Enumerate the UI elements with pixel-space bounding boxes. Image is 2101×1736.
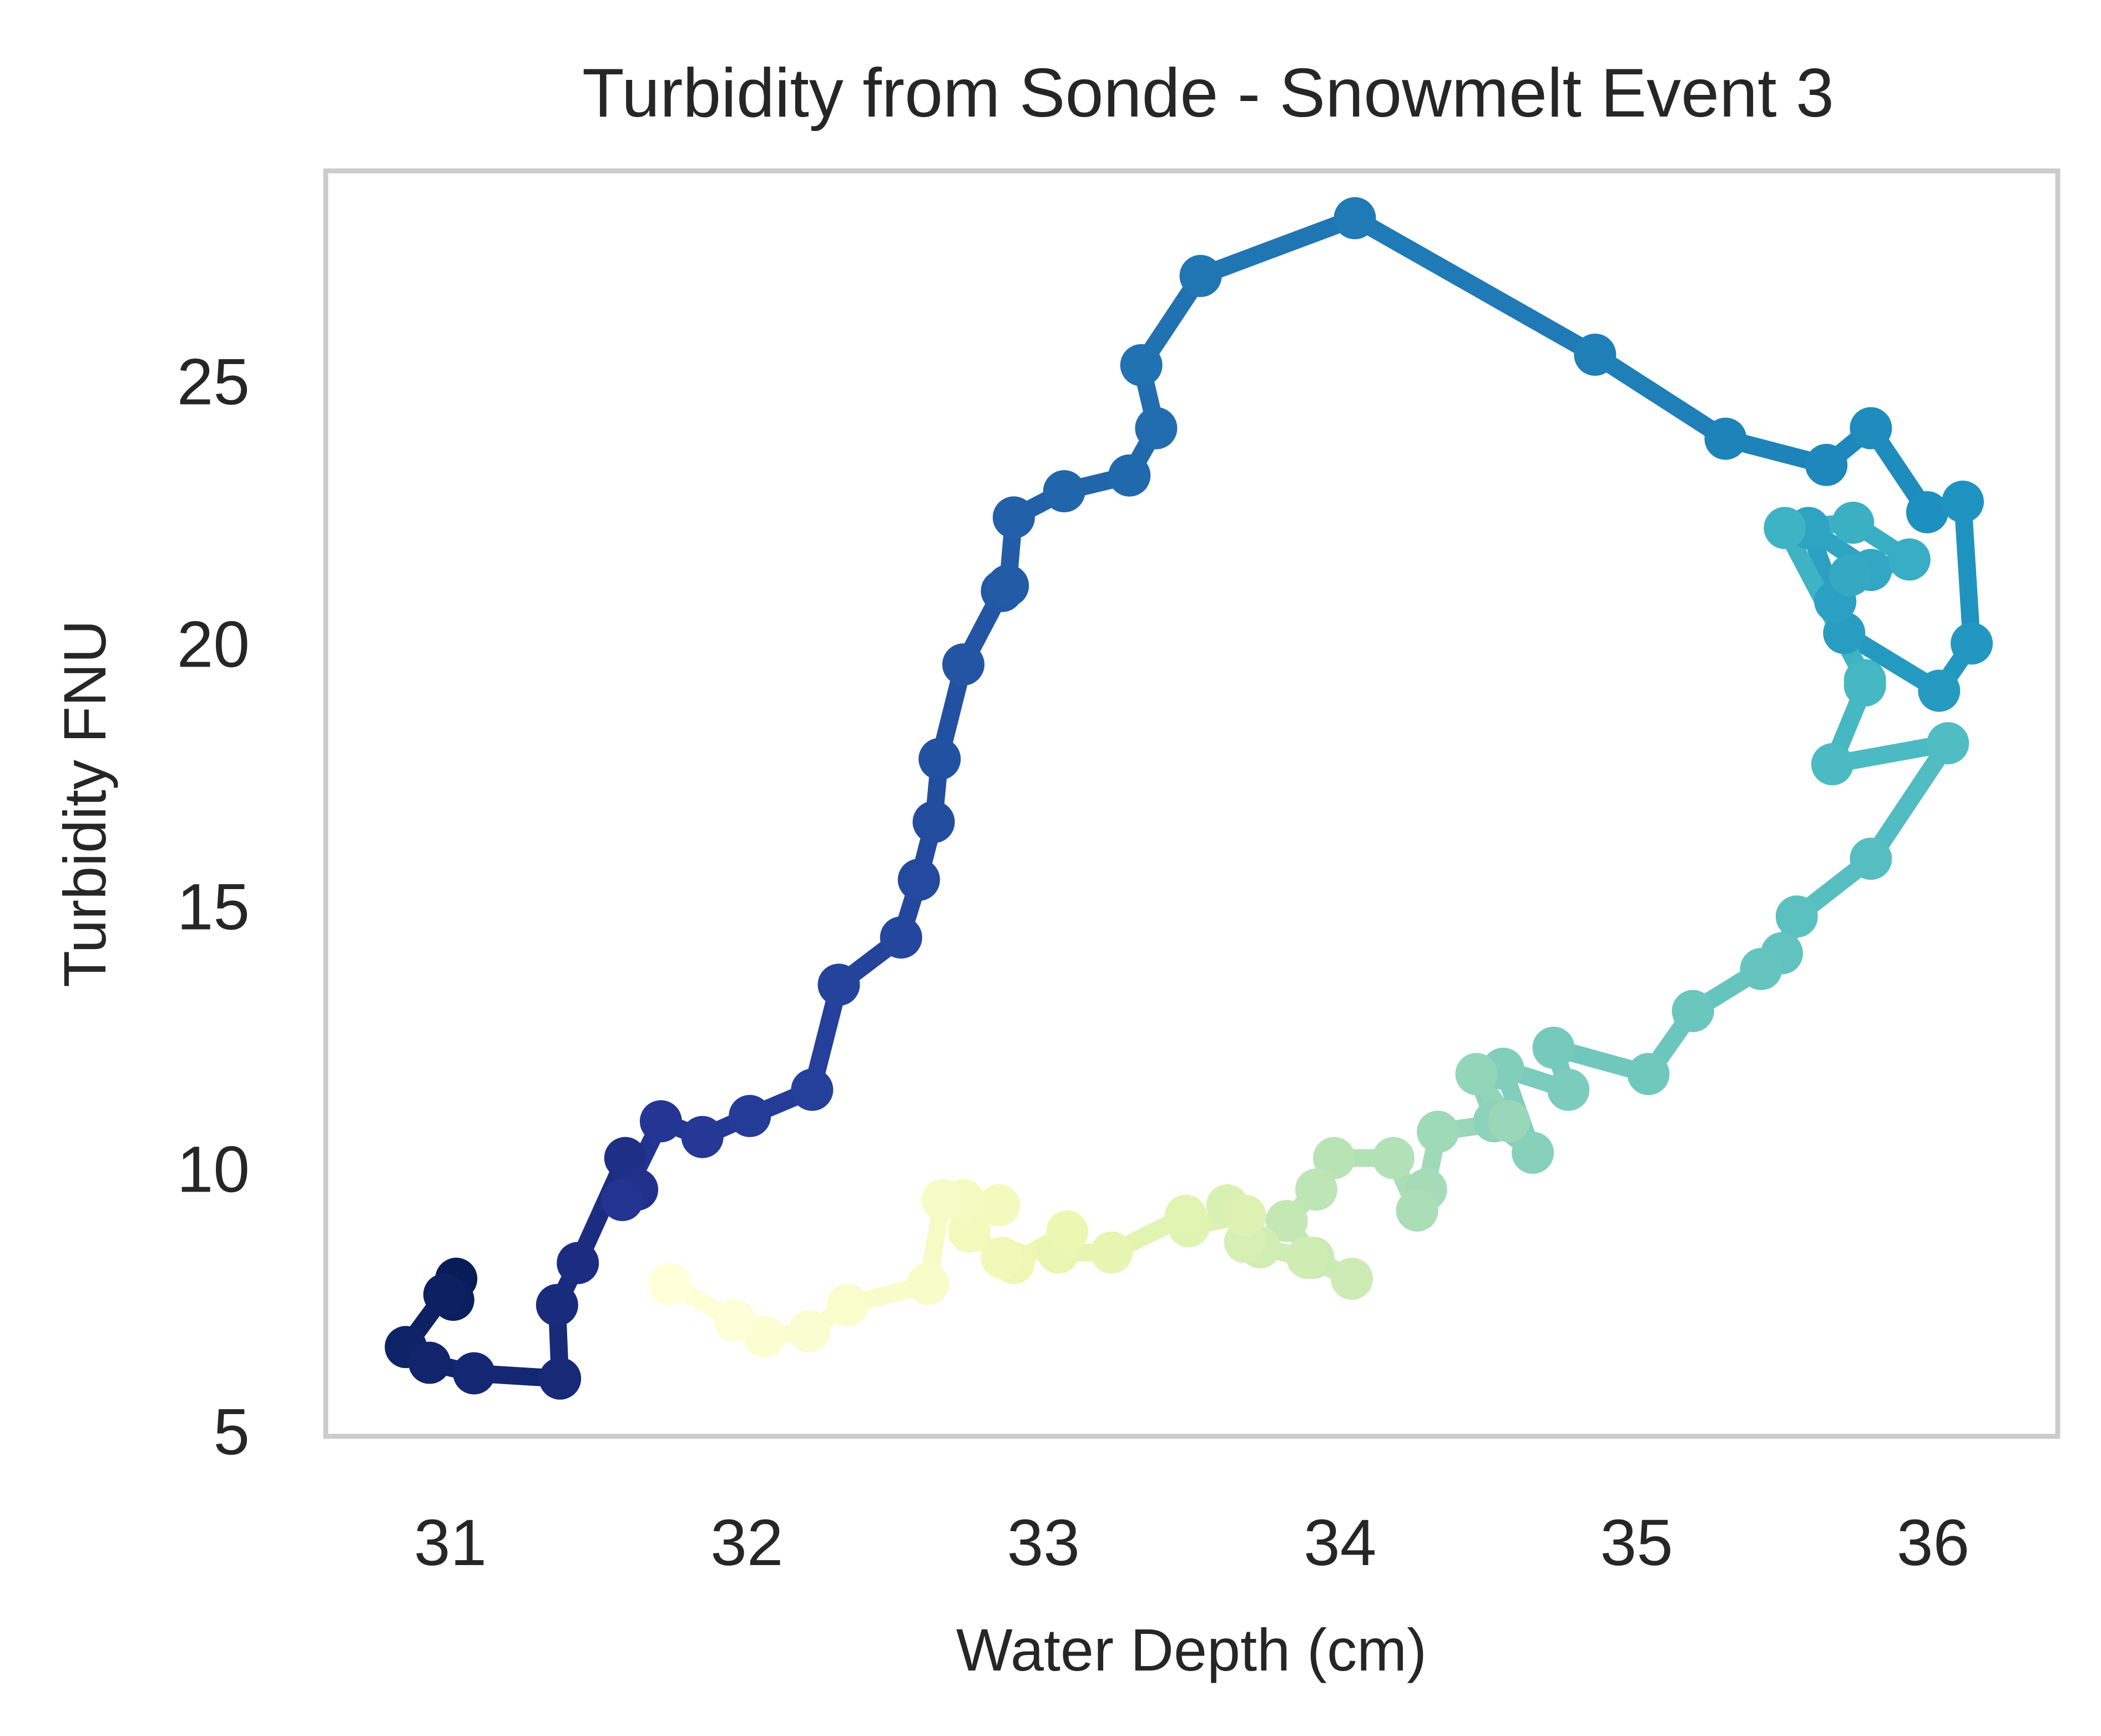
data-point bbox=[978, 1184, 1021, 1227]
data-point bbox=[1704, 417, 1747, 460]
data-point bbox=[1532, 1026, 1575, 1069]
x-tick-label: 33 bbox=[1007, 1506, 1080, 1579]
series-segment bbox=[1862, 734, 1957, 868]
data-point bbox=[906, 1263, 949, 1305]
data-point bbox=[1313, 1137, 1356, 1179]
data-point bbox=[1844, 664, 1886, 707]
data-point bbox=[1043, 470, 1085, 513]
x-tick-label: 35 bbox=[1600, 1506, 1673, 1579]
y-tick-label: 15 bbox=[177, 870, 250, 943]
data-point bbox=[1286, 1237, 1329, 1279]
data-point bbox=[557, 1242, 599, 1284]
data-point bbox=[536, 1284, 578, 1326]
data-point bbox=[1120, 344, 1163, 387]
data-point bbox=[1135, 407, 1178, 450]
data-point bbox=[1671, 990, 1714, 1032]
data-point bbox=[1417, 1111, 1459, 1153]
data-point bbox=[918, 738, 961, 780]
data-point bbox=[1265, 1200, 1308, 1243]
y-tick-label: 5 bbox=[213, 1396, 250, 1469]
data-point bbox=[1906, 491, 1948, 533]
x-tick-label: 31 bbox=[414, 1506, 487, 1579]
data-point bbox=[1396, 1189, 1438, 1232]
data-point bbox=[1108, 454, 1151, 497]
data-point bbox=[1805, 443, 1848, 486]
series-segment bbox=[1191, 209, 1364, 285]
data-point bbox=[1850, 407, 1892, 450]
data-point bbox=[1740, 948, 1782, 991]
data-point bbox=[714, 1299, 756, 1342]
y-tick-label: 20 bbox=[177, 608, 250, 681]
series-segment bbox=[1346, 209, 1604, 364]
data-point bbox=[1331, 1258, 1373, 1300]
data-point bbox=[453, 1352, 496, 1395]
x-tick-label: 32 bbox=[710, 1506, 783, 1579]
chart-title: Turbidity from Sonde - Snowmelt Event 3 bbox=[582, 55, 1834, 132]
data-point bbox=[1829, 554, 1871, 597]
data-point bbox=[1927, 722, 1969, 765]
data-point bbox=[880, 916, 922, 959]
data-point bbox=[1090, 1231, 1133, 1274]
data-point bbox=[1764, 507, 1806, 549]
x-tick-label: 34 bbox=[1304, 1506, 1376, 1579]
plot-area bbox=[385, 197, 1993, 1400]
data-point bbox=[1488, 1100, 1531, 1143]
data-point bbox=[1941, 481, 1984, 523]
data-point bbox=[1179, 255, 1222, 297]
data-point bbox=[826, 1284, 869, 1326]
data-point bbox=[912, 801, 955, 844]
data-point bbox=[1951, 622, 1993, 665]
data-point bbox=[1627, 1053, 1670, 1096]
data-point bbox=[539, 1357, 582, 1400]
data-point bbox=[921, 1179, 964, 1222]
series-segment bbox=[1586, 346, 1735, 448]
data-point bbox=[639, 1100, 682, 1143]
data-point bbox=[992, 496, 1035, 539]
data-point bbox=[791, 1068, 834, 1111]
data-point bbox=[817, 963, 860, 1006]
data-point bbox=[601, 1179, 644, 1222]
data-point bbox=[1888, 538, 1931, 581]
data-point bbox=[408, 1341, 451, 1384]
data-point bbox=[1574, 334, 1617, 376]
data-point bbox=[1224, 1194, 1266, 1237]
data-point bbox=[681, 1116, 724, 1158]
data-point bbox=[1547, 1068, 1590, 1111]
data-point bbox=[1811, 743, 1853, 786]
data-point bbox=[1372, 1137, 1415, 1179]
y-tick-label: 25 bbox=[177, 345, 250, 418]
data-point bbox=[981, 1237, 1023, 1279]
data-point bbox=[897, 859, 940, 901]
data-point bbox=[1455, 1053, 1498, 1096]
y-axis-label: Turbidity FNU bbox=[51, 620, 118, 987]
data-point bbox=[1164, 1194, 1207, 1237]
data-point bbox=[1832, 501, 1875, 544]
series-segment bbox=[1953, 493, 1981, 653]
plot-frame bbox=[323, 168, 2060, 1439]
data-point bbox=[948, 1210, 991, 1253]
data-point bbox=[1850, 837, 1892, 880]
data-point bbox=[1918, 669, 1961, 712]
y-axis-ticks: 5 10 15 20 25 bbox=[177, 345, 250, 1468]
x-axis-label: Water Depth (cm) bbox=[956, 1616, 1427, 1683]
data-point bbox=[1775, 895, 1818, 938]
x-axis-ticks: 31 32 33 34 35 36 bbox=[414, 1506, 1969, 1579]
y-tick-label: 10 bbox=[177, 1133, 250, 1207]
data-point bbox=[987, 564, 1029, 607]
data-point bbox=[942, 643, 984, 686]
data-point bbox=[1295, 1168, 1337, 1211]
x-tick-label: 36 bbox=[1897, 1506, 1969, 1579]
data-point bbox=[1512, 1132, 1554, 1174]
data-point bbox=[1046, 1210, 1089, 1253]
data-point bbox=[729, 1094, 771, 1137]
data-point bbox=[788, 1310, 831, 1353]
data-point bbox=[423, 1273, 466, 1316]
data-point bbox=[648, 1263, 691, 1305]
data-point bbox=[1334, 197, 1376, 240]
